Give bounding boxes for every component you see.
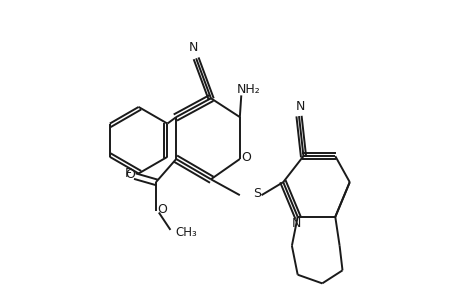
Text: O: O <box>126 168 136 181</box>
Text: O: O <box>157 203 167 216</box>
Text: F: F <box>124 167 131 180</box>
Text: N: N <box>292 217 301 230</box>
Text: O: O <box>241 151 251 164</box>
Text: S: S <box>253 187 261 200</box>
Text: CH₃: CH₃ <box>176 226 197 239</box>
Text: N: N <box>296 100 305 113</box>
Text: N: N <box>189 41 198 54</box>
Text: NH₂: NH₂ <box>236 83 260 96</box>
